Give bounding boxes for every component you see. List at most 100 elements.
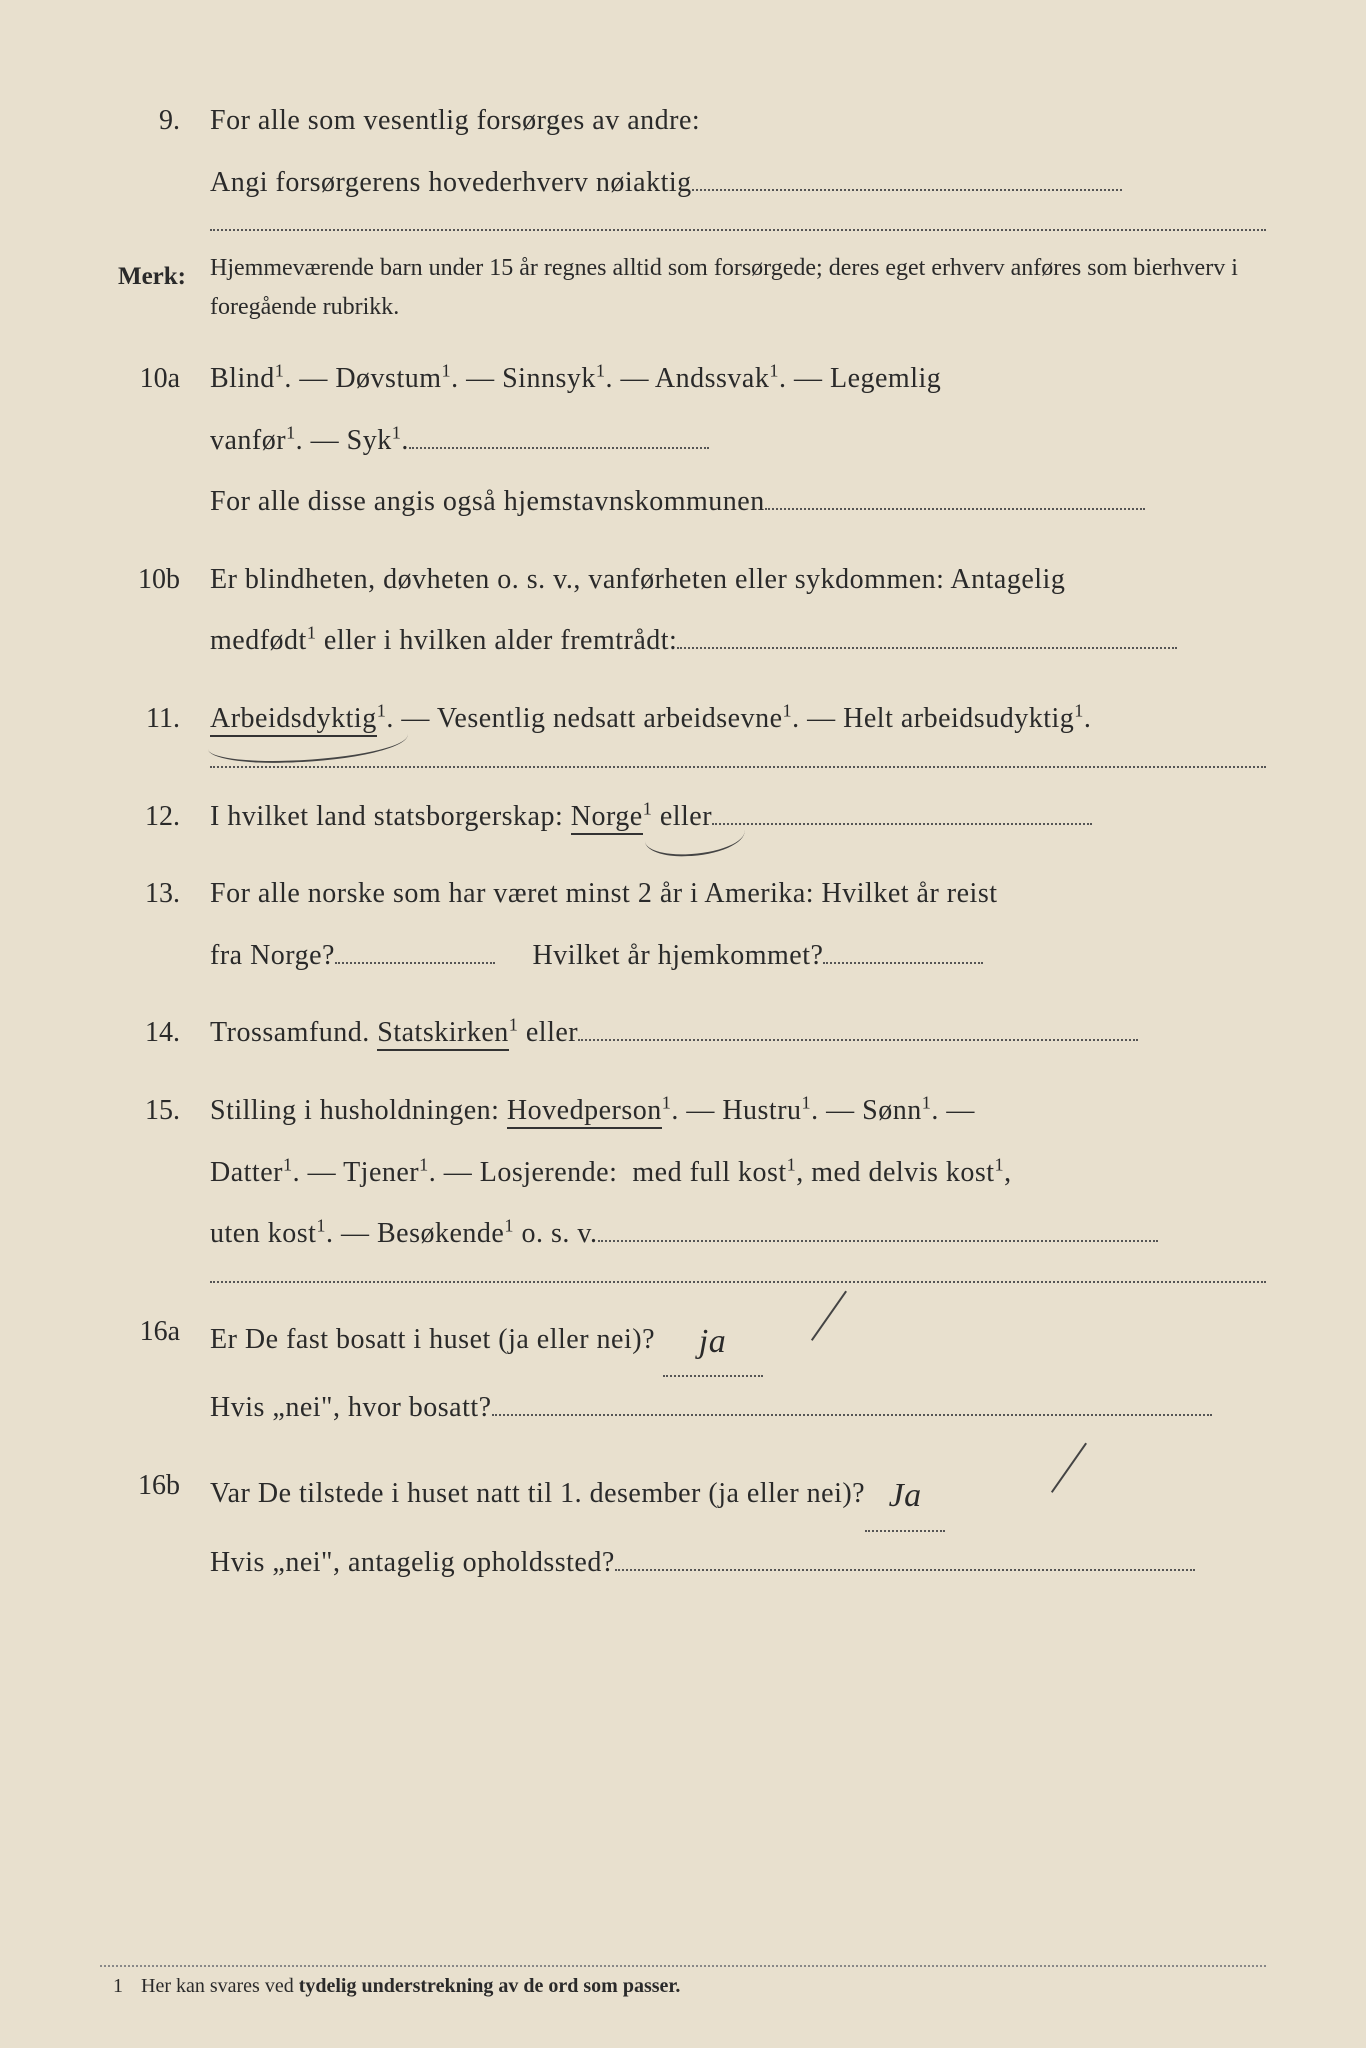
- q12-blank[interactable]: [712, 823, 1092, 825]
- period: .: [401, 425, 409, 456]
- norge-underlined: Norge: [571, 801, 643, 835]
- q9-blank[interactable]: [692, 189, 1122, 191]
- sep: —: [466, 363, 502, 394]
- sep: —: [794, 363, 830, 394]
- andssvak: Andssvak: [655, 363, 769, 394]
- sep: —: [341, 1218, 377, 1249]
- q16a-body: Er De fast bosatt i huset (ja eller nei)…: [210, 1301, 1266, 1439]
- q16b-answer-blank[interactable]: Ja: [865, 1455, 945, 1532]
- q11-body: Arbeidsdyktig1. — Vesentlig nedsatt arbe…: [210, 688, 1266, 750]
- period: .: [326, 1218, 334, 1249]
- q15-divider: [210, 1281, 1266, 1283]
- sep: —: [620, 363, 654, 394]
- osv: o. s. v.: [521, 1218, 597, 1249]
- sup: 1: [442, 361, 452, 381]
- q14-number: 14.: [100, 1002, 210, 1064]
- merk-label: Merk:: [100, 249, 210, 304]
- legemlig: Legemlig: [830, 363, 941, 394]
- q10b-blank[interactable]: [677, 647, 1177, 649]
- q16b-number: 16b: [100, 1455, 210, 1517]
- sup: 1: [783, 701, 793, 721]
- q15-body: Stilling i husholdningen: Hovedperson1. …: [210, 1080, 1266, 1265]
- q16a-line1: Er De fast bosatt i huset (ja eller nei)…: [210, 1324, 663, 1355]
- q13-blank1[interactable]: [335, 962, 495, 964]
- sep: —: [308, 1157, 344, 1188]
- sup: 1: [1074, 701, 1084, 721]
- period: .: [811, 1095, 819, 1126]
- q16b-line1: Var De tilstede i huset natt til 1. dese…: [210, 1478, 865, 1509]
- q10b-line2-tail: eller i hvilken alder fremtrådt:: [316, 625, 677, 656]
- q16a-answer: ja: [699, 1305, 726, 1380]
- sup: 1: [922, 1093, 932, 1113]
- statskirken-underlined: Statskirken: [377, 1017, 509, 1051]
- sup: 1: [286, 422, 296, 442]
- q11-divider: [210, 766, 1266, 768]
- q13-body: For alle norske som har været minst 2 år…: [210, 863, 1266, 986]
- q16b-answer: Ja: [889, 1459, 922, 1534]
- sep: —: [444, 1157, 480, 1188]
- period: .: [605, 363, 613, 394]
- sup: 1: [643, 798, 653, 818]
- q10a-line3: For alle disse angis også hjemstavnskomm…: [210, 486, 765, 517]
- tjener: Tjener: [343, 1157, 419, 1188]
- syk: Syk: [347, 425, 392, 456]
- q14-blank[interactable]: [578, 1039, 1138, 1041]
- q9-body: For alle som vesentlig forsørges av andr…: [210, 90, 1266, 213]
- hovedperson-underlined: Hovedperson: [507, 1095, 662, 1129]
- q16b-body: Var De tilstede i huset natt til 1. dese…: [210, 1455, 1266, 1593]
- sep: —: [311, 425, 347, 456]
- period: .: [792, 703, 800, 734]
- sup: 1: [504, 1216, 514, 1236]
- q16b-blank2[interactable]: [615, 1569, 1195, 1571]
- q10b-number: 10b: [100, 549, 210, 611]
- q9-line2: Angi forsørgerens hovederhverv nøiaktig: [210, 167, 692, 198]
- q12-number: 12.: [100, 786, 210, 848]
- merk-text: Hjemmeværende barn under 15 år regnes al…: [210, 249, 1266, 326]
- q15-blank[interactable]: [598, 1240, 1158, 1242]
- q10a-blank1[interactable]: [409, 447, 709, 449]
- med-full: med full kost: [632, 1157, 786, 1188]
- period: .: [293, 1157, 301, 1188]
- datter: Datter: [210, 1157, 283, 1188]
- vanfor: vanfør: [210, 425, 286, 456]
- sep: —: [946, 1095, 975, 1126]
- q13-line2a: fra Norge?: [210, 940, 335, 971]
- besokende: Besøkende: [377, 1218, 504, 1249]
- period: .: [1084, 703, 1092, 734]
- arbeidsdyktig-underlined: Arbeidsdyktig: [210, 703, 377, 737]
- q10b-line1: Er blindheten, døvheten o. s. v., vanfør…: [210, 564, 1065, 595]
- sep: —: [401, 703, 437, 734]
- q9-divider: [210, 229, 1266, 231]
- sup: 1: [283, 1154, 293, 1174]
- q16b-line2: Hvis „nei", antagelig opholdssted?: [210, 1547, 615, 1578]
- footnote-bold: tydelig understrekning av de ord som pas…: [299, 1975, 681, 1997]
- sup: 1: [787, 1154, 797, 1174]
- sonn: Sønn: [862, 1095, 922, 1126]
- period: .: [284, 363, 292, 394]
- dovstum: Døvstum: [335, 363, 441, 394]
- sup: 1: [316, 1216, 326, 1236]
- period: .: [386, 703, 394, 734]
- q12-pre: I hvilket land statsborgerskap:: [210, 801, 571, 832]
- medfodt: medfødt: [210, 625, 307, 656]
- q10b-body: Er blindheten, døvheten o. s. v., vanfør…: [210, 549, 1266, 672]
- q16a-blank2[interactable]: [492, 1414, 1212, 1416]
- q16a-answer-blank[interactable]: ja: [663, 1301, 763, 1378]
- period: .: [779, 363, 787, 394]
- q12-body: I hvilket land statsborgerskap: Norge1 e…: [210, 786, 1266, 848]
- q10a-blank2[interactable]: [765, 508, 1145, 510]
- helt: Helt arbeidsudyktig: [843, 703, 1074, 734]
- sup: 1: [769, 361, 779, 381]
- hustru: Hustru: [722, 1095, 801, 1126]
- q13-blank2[interactable]: [823, 962, 983, 964]
- sup: 1: [275, 361, 285, 381]
- sinnssyk: Sinnsyk: [502, 363, 596, 394]
- period: .: [451, 363, 459, 394]
- sep: —: [807, 703, 843, 734]
- q14-pre: Trossamfund.: [210, 1017, 377, 1048]
- q9-line1: For alle som vesentlig forsørges av andr…: [210, 105, 700, 136]
- period: .: [931, 1095, 939, 1126]
- sup: 1: [662, 1093, 672, 1113]
- uten: uten kost: [210, 1218, 316, 1249]
- q10a-number: 10a: [100, 348, 210, 410]
